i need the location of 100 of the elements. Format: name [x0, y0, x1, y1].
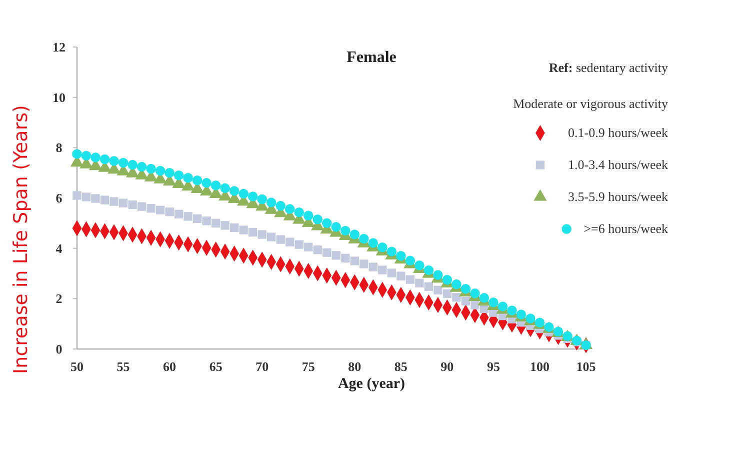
point	[294, 240, 304, 249]
point	[313, 246, 322, 254]
point	[414, 260, 424, 270]
point	[82, 192, 91, 202]
legend-title: Moderate or vigorous activity	[513, 96, 668, 111]
point	[137, 202, 146, 211]
point	[442, 289, 452, 298]
y-tick-label: 8	[56, 140, 63, 156]
point	[331, 222, 342, 232]
point	[276, 235, 285, 244]
x-tick-label: 55	[116, 359, 130, 374]
point	[267, 232, 276, 242]
x-tick-label: 105	[576, 359, 596, 374]
point	[304, 242, 313, 252]
point	[332, 251, 340, 260]
point	[81, 150, 92, 161]
point	[359, 234, 369, 244]
x-tick-label: 75	[302, 359, 316, 374]
point	[91, 194, 100, 203]
x-axis-title: Age (year)	[338, 376, 406, 392]
point	[210, 180, 221, 190]
point	[155, 166, 166, 176]
point	[294, 207, 304, 218]
point	[368, 238, 378, 248]
point	[164, 168, 174, 178]
point	[470, 288, 480, 298]
point	[378, 242, 388, 252]
point	[415, 278, 424, 288]
point	[128, 160, 138, 170]
point	[100, 196, 110, 204]
x-tick-label: 50	[70, 359, 84, 374]
point	[248, 192, 258, 202]
point	[239, 226, 248, 234]
point	[146, 164, 156, 174]
point	[276, 200, 286, 211]
point	[238, 188, 248, 199]
point	[100, 154, 110, 164]
point	[110, 197, 118, 206]
point	[350, 230, 360, 240]
point	[303, 210, 314, 220]
x-tick-label: 60	[163, 359, 176, 374]
y-tick-label: 6	[56, 190, 63, 206]
point	[386, 246, 397, 256]
point	[387, 268, 396, 278]
point	[405, 256, 416, 266]
point	[192, 176, 202, 186]
point	[340, 226, 350, 236]
point	[460, 284, 471, 294]
point	[136, 162, 147, 172]
y-tick-label: 4	[56, 240, 63, 256]
legend-label: >=6 hours/week	[584, 221, 668, 236]
x-tick-label: 85	[394, 359, 408, 374]
point	[378, 266, 387, 274]
x-tick-label: 90	[440, 359, 454, 374]
point	[396, 272, 406, 280]
y-tick-label: 2	[56, 291, 62, 306]
point	[350, 256, 359, 266]
point	[434, 286, 442, 294]
point	[452, 293, 461, 302]
point	[479, 293, 490, 303]
annotation: Ref: sedentary activity	[548, 60, 668, 75]
point	[184, 212, 192, 221]
point	[118, 198, 128, 208]
point	[220, 221, 230, 230]
legend-label: 3.5-5.9 hours/week	[568, 189, 668, 204]
point	[192, 214, 202, 223]
point	[470, 300, 480, 310]
legend-label: 1.0-3.4 hours/week	[568, 157, 668, 172]
point	[174, 170, 184, 180]
point	[322, 248, 332, 257]
y-tick-label: 0	[56, 342, 62, 357]
point	[312, 214, 323, 224]
point	[220, 183, 230, 194]
point	[229, 186, 240, 196]
point	[248, 228, 258, 237]
point	[406, 275, 414, 284]
point	[266, 198, 276, 208]
chart-title: Female	[346, 49, 396, 66]
point	[322, 218, 332, 228]
point	[396, 251, 406, 261]
point	[72, 191, 82, 200]
point	[360, 260, 368, 268]
point	[118, 158, 128, 168]
point	[202, 216, 211, 226]
x-tick-label: 80	[348, 359, 362, 374]
y-tick-label: 12	[52, 40, 66, 55]
point	[507, 306, 517, 316]
y-axis-title: Increase in Life Span (Years)	[10, 105, 32, 374]
point	[341, 254, 350, 262]
point	[183, 172, 193, 183]
y-tick-label: 10	[52, 90, 66, 105]
legend-label: 0.1-0.9 hours/week	[568, 125, 668, 140]
point	[424, 265, 434, 276]
point	[257, 194, 267, 204]
point	[461, 296, 470, 306]
point	[452, 279, 462, 290]
point	[284, 204, 295, 214]
point	[109, 156, 119, 166]
point	[442, 274, 452, 285]
x-tick-label: 100	[530, 359, 550, 374]
